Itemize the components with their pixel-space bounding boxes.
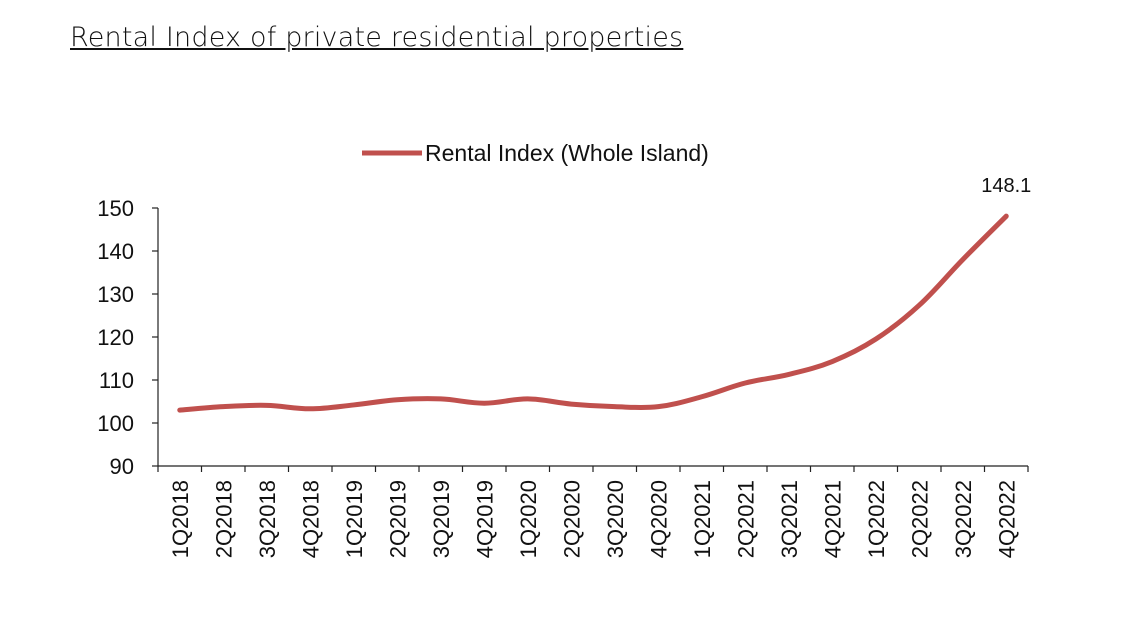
y-tick-label: 140 xyxy=(97,239,134,264)
x-tick-label: 1Q2018 xyxy=(168,480,193,558)
y-tick-label: 130 xyxy=(97,282,134,307)
x-tick-label: 1Q2019 xyxy=(342,480,367,558)
data-point xyxy=(1004,214,1009,219)
legend-label: Rental Index (Whole Island) xyxy=(425,140,709,166)
data-point xyxy=(917,303,922,308)
chart-legend: Rental Index (Whole Island) xyxy=(362,140,709,166)
x-tick-label: 3Q2022 xyxy=(951,480,976,558)
x-tick-label: 4Q2019 xyxy=(472,480,497,558)
data-point xyxy=(351,402,356,407)
data-point xyxy=(656,404,661,409)
x-tick-label: 3Q2018 xyxy=(255,480,280,558)
y-tick-label: 90 xyxy=(110,454,134,479)
data-point xyxy=(612,404,617,409)
data-point xyxy=(873,337,878,342)
data-point xyxy=(743,381,748,386)
data-point xyxy=(960,257,965,262)
data-point xyxy=(177,408,182,413)
x-tick-label: 4Q2018 xyxy=(298,480,323,558)
series-line xyxy=(177,213,1009,413)
x-tick-label: 2Q2018 xyxy=(211,480,236,558)
x-tick-label: 1Q2022 xyxy=(864,480,889,558)
data-point xyxy=(395,397,400,402)
y-tick-label: 110 xyxy=(99,368,134,393)
y-tick-label: 150 xyxy=(97,196,134,221)
x-tick-label: 3Q2020 xyxy=(603,480,628,558)
x-tick-label: 2Q2020 xyxy=(559,480,584,558)
page-title: Rental Index of private residential prop… xyxy=(70,22,684,53)
x-tick-label: 4Q2020 xyxy=(646,480,671,558)
x-tick-label: 2Q2019 xyxy=(385,480,410,558)
data-point xyxy=(786,372,791,377)
data-point xyxy=(221,404,226,409)
chart-series xyxy=(177,213,1009,413)
chart-data-labels: 148.1 xyxy=(981,175,1031,197)
data-point xyxy=(308,406,313,411)
y-tick-label: 100 xyxy=(97,411,134,436)
chart-axes: 90 100 110 120 130 140 150 1Q2018 2Q2018 3Q2018 4Q… xyxy=(97,196,1029,558)
data-point xyxy=(830,359,835,364)
data-point xyxy=(482,401,487,406)
x-tick-label: 3Q2021 xyxy=(777,480,802,558)
data-point xyxy=(438,396,443,401)
x-tick-label: 1Q2021 xyxy=(690,480,715,558)
x-tick-label: 2Q2021 xyxy=(733,480,758,558)
y-tick-label: 120 xyxy=(97,325,134,350)
x-tick-label: 3Q2019 xyxy=(429,480,454,558)
data-point xyxy=(525,396,530,401)
data-point xyxy=(699,394,704,399)
data-label: 148.1 xyxy=(981,175,1031,197)
x-tick-label: 1Q2020 xyxy=(516,480,541,558)
x-tick-label: 4Q2022 xyxy=(994,480,1019,558)
data-point xyxy=(264,403,269,408)
x-tick-label: 2Q2022 xyxy=(907,480,932,558)
data-point xyxy=(569,402,574,407)
x-tick-label: 4Q2021 xyxy=(820,480,845,558)
